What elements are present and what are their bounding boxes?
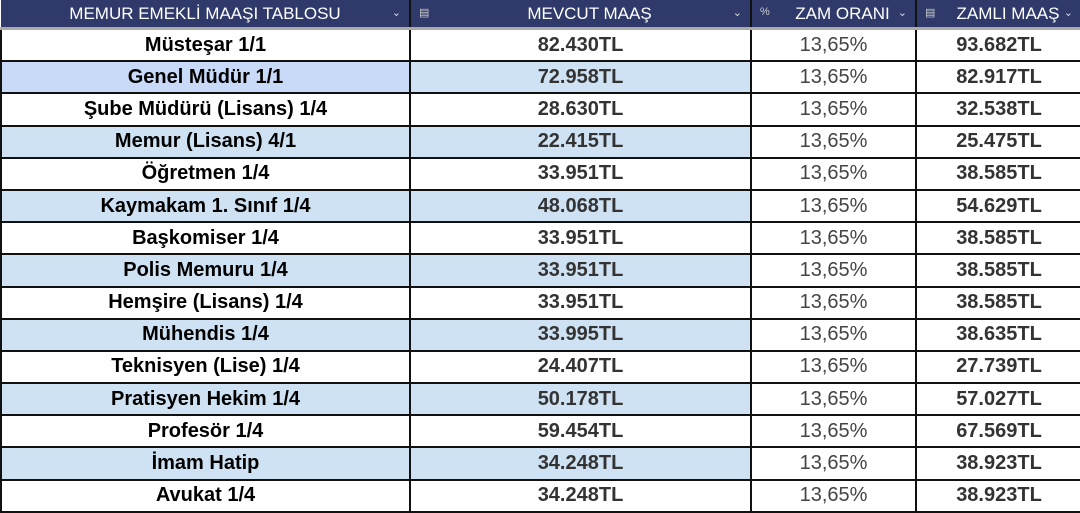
cell-name[interactable]: İmam Hatip <box>0 446 411 481</box>
cell-new[interactable]: 57.027TL <box>915 382 1080 417</box>
cell-new[interactable]: 38.585TL <box>915 157 1080 191</box>
cell-name[interactable]: Şube Müdürü (Lisans) 1/4 <box>0 92 411 127</box>
table-row: Polis Memuru 1/4 33.951TL 13,65% 38.585TL <box>0 253 1080 288</box>
cell-current[interactable]: 33.951TL <box>409 157 752 191</box>
cell-name[interactable]: Mühendis 1/4 <box>0 318 411 352</box>
cell-current[interactable]: 22.415TL <box>409 125 752 159</box>
table-row: Şube Müdürü (Lisans) 1/4 28.630TL 13,65% 32… <box>0 92 1080 127</box>
cell-name[interactable]: Teknisyen (Lise) 1/4 <box>0 350 411 385</box>
table-row: Kaymakam 1. Sınıf 1/4 48.068TL 13,65% 54.62… <box>0 189 1080 224</box>
table-row: Mühendis 1/4 33.995TL 13,65% 38.635TL <box>0 318 1080 352</box>
cell-rate[interactable]: 13,65% <box>750 189 917 224</box>
cell-rate[interactable]: 13,65% <box>750 350 917 385</box>
cell-new[interactable]: 38.585TL <box>915 221 1080 256</box>
table-row: Pratisyen Hekim 1/4 50.178TL 13,65% 57.027T… <box>0 382 1080 417</box>
table-row: Memur (Lisans) 4/1 22.415TL 13,65% 25.475TL <box>0 125 1080 159</box>
cell-rate[interactable]: 13,65% <box>750 125 917 159</box>
cell-new[interactable]: 38.585TL <box>915 285 1080 320</box>
table-row: Teknisyen (Lise) 1/4 24.407TL 13,65% 27.739… <box>0 350 1080 385</box>
cell-new[interactable]: 67.569TL <box>915 414 1080 449</box>
cell-rate[interactable]: 13,65% <box>750 318 917 352</box>
cell-current[interactable]: 28.630TL <box>409 92 752 127</box>
cell-name[interactable]: Başkomiser 1/4 <box>0 221 411 256</box>
cell-name[interactable]: Pratisyen Hekim 1/4 <box>0 382 411 417</box>
cell-rate[interactable]: 13,65% <box>750 221 917 256</box>
cell-new[interactable]: 27.739TL <box>915 350 1080 385</box>
cell-rate[interactable]: 13,65% <box>750 414 917 449</box>
cell-name[interactable]: Profesör 1/4 <box>0 414 411 449</box>
cell-new[interactable]: 38.635TL <box>915 318 1080 352</box>
column-header-rate[interactable]: % ZAM ORANI ⌄ <box>751 0 917 30</box>
cell-rate[interactable]: 13,65% <box>750 92 917 127</box>
header-row: MEMUR EMEKLİ MAAŞI TABLOSU ⌄ ▤ MEVCUT MAAŞ… <box>1 0 1080 30</box>
table-row: Avukat 1/4 34.248TL 13,65% 38.923TL <box>0 479 1080 513</box>
column-header-title[interactable]: MEMUR EMEKLİ MAAŞI TABLOSU ⌄ <box>1 0 411 30</box>
table-row: Profesör 1/4 59.454TL 13,65% 67.569TL <box>0 414 1080 449</box>
cell-current[interactable]: 33.951TL <box>409 253 752 288</box>
cell-rate[interactable]: 13,65% <box>750 28 917 63</box>
cell-name[interactable]: Öğretmen 1/4 <box>0 157 411 191</box>
cell-name[interactable]: Kaymakam 1. Sınıf 1/4 <box>0 189 411 224</box>
chevron-down-icon[interactable]: ⌄ <box>897 7 907 19</box>
cell-rate[interactable]: 13,65% <box>750 382 917 417</box>
cell-current[interactable]: 34.248TL <box>409 446 752 481</box>
cell-new[interactable]: 38.923TL <box>915 446 1080 481</box>
cell-current[interactable]: 33.995TL <box>409 318 752 352</box>
cell-new[interactable]: 38.585TL <box>915 253 1080 288</box>
cell-rate[interactable]: 13,65% <box>750 446 917 481</box>
cell-current[interactable]: 34.248TL <box>409 479 752 513</box>
cell-new[interactable]: 32.538TL <box>915 92 1080 127</box>
money-icon: ▤ <box>925 7 936 19</box>
cell-current[interactable]: 50.178TL <box>409 382 752 417</box>
cell-new[interactable]: 93.682TL <box>915 28 1080 63</box>
cell-rate[interactable]: 13,65% <box>750 157 917 191</box>
cell-current[interactable]: 82.430TL <box>409 28 752 63</box>
cell-name[interactable]: Avukat 1/4 <box>0 479 411 513</box>
cell-new[interactable]: 54.629TL <box>915 189 1080 224</box>
cell-name[interactable]: Hemşire (Lisans) 1/4 <box>0 285 411 320</box>
cell-new[interactable]: 38.923TL <box>915 479 1080 513</box>
table-row: Genel Müdür 1/1 72.958TL 13,65% 82.917TL <box>0 60 1080 95</box>
cell-current[interactable]: 59.454TL <box>409 414 752 449</box>
cell-current[interactable]: 33.951TL <box>409 221 752 256</box>
column-header-current[interactable]: ▤ MEVCUT MAAŞ ⌄ <box>410 0 752 30</box>
cell-current[interactable]: 33.951TL <box>409 285 752 320</box>
cell-current[interactable]: 48.068TL <box>409 189 752 224</box>
cell-rate[interactable]: 13,65% <box>750 285 917 320</box>
chevron-down-icon[interactable]: ⌄ <box>391 7 401 19</box>
cell-rate[interactable]: 13,65% <box>750 60 917 95</box>
cell-name[interactable]: Genel Müdür 1/1 <box>0 60 411 95</box>
table-row: Müsteşar 1/1 82.430TL 13,65% 93.682TL <box>0 28 1080 63</box>
cell-name[interactable]: Polis Memuru 1/4 <box>0 253 411 288</box>
cell-rate[interactable]: 13,65% <box>750 479 917 513</box>
table-row: Öğretmen 1/4 33.951TL 13,65% 38.585TL <box>0 157 1080 191</box>
money-icon: ▤ <box>419 7 430 19</box>
cell-name[interactable]: Müsteşar 1/1 <box>0 28 411 63</box>
percent-icon: % <box>760 6 770 18</box>
cell-rate[interactable]: 13,65% <box>750 253 917 288</box>
table-row: Hemşire (Lisans) 1/4 33.951TL 13,65% 38.585… <box>0 285 1080 320</box>
column-header-new[interactable]: ▤ ZAMLI MAAŞ ⌄ <box>916 0 1080 30</box>
cell-new[interactable]: 25.475TL <box>915 125 1080 159</box>
cell-current[interactable]: 72.958TL <box>409 60 752 95</box>
chevron-down-icon[interactable]: ⌄ <box>732 7 742 19</box>
chevron-down-icon[interactable]: ⌄ <box>1063 7 1073 19</box>
table-row: İmam Hatip 34.248TL 13,65% 38.923TL <box>0 446 1080 481</box>
cell-name[interactable]: Memur (Lisans) 4/1 <box>0 125 411 159</box>
table-row: Başkomiser 1/4 33.951TL 13,65% 38.585TL <box>0 221 1080 256</box>
cell-new[interactable]: 82.917TL <box>915 60 1080 95</box>
cell-current[interactable]: 24.407TL <box>409 350 752 385</box>
